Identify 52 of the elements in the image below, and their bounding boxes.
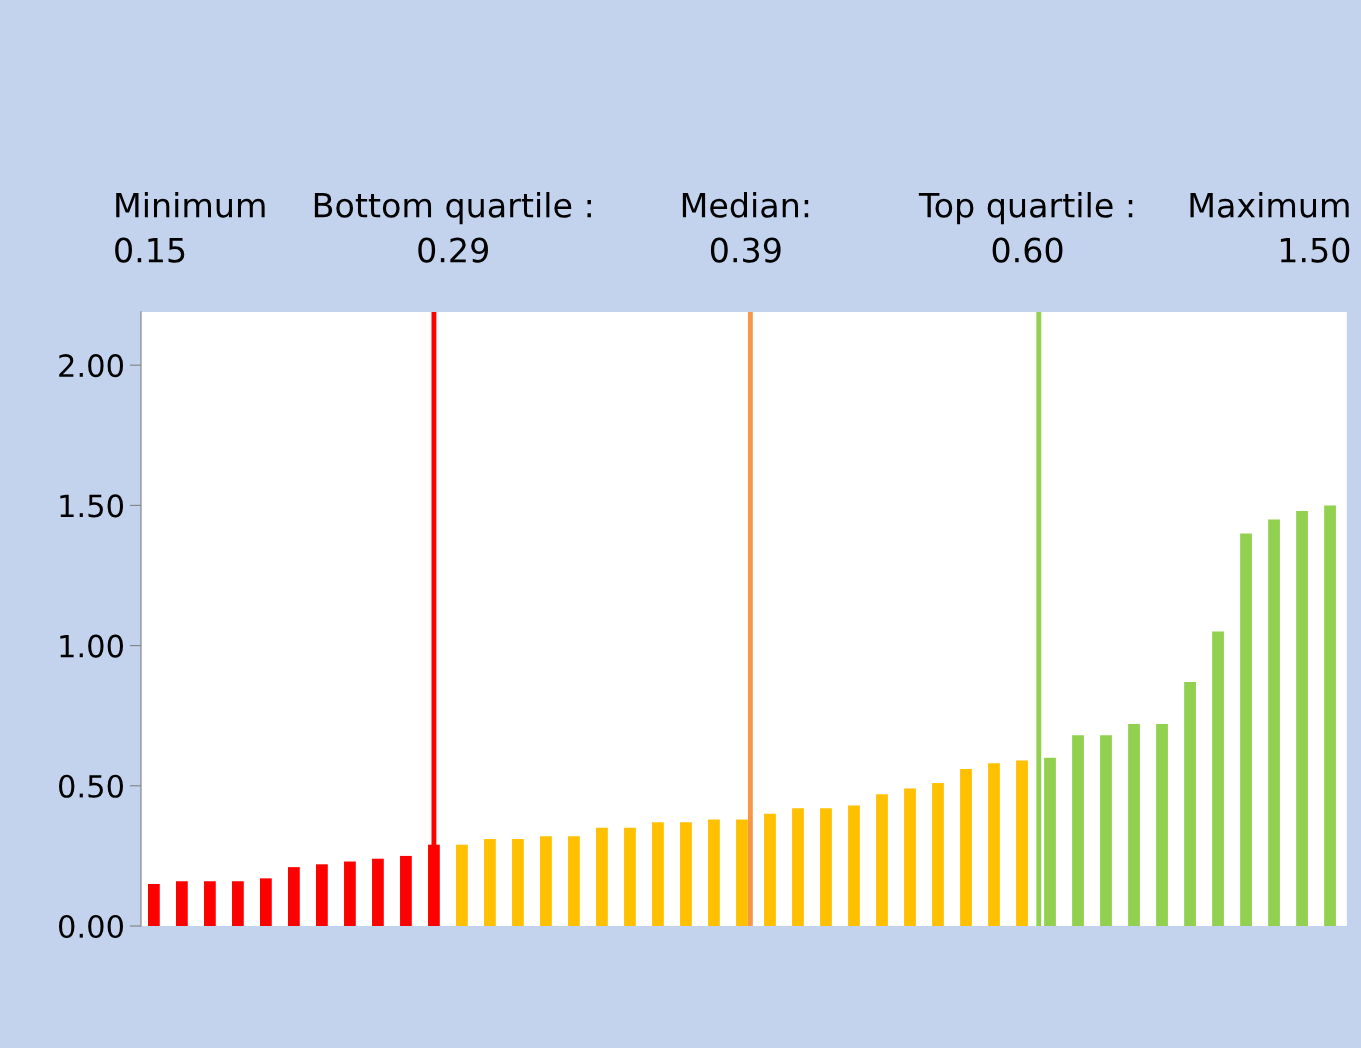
text: Top quartile : 0.60 xyxy=(918,191,1133,263)
y-tick-label: 1.50 xyxy=(60,494,123,518)
y-tick-label: 0.50 xyxy=(59,774,123,798)
bar xyxy=(904,788,916,927)
bar xyxy=(596,827,608,927)
bar xyxy=(1324,505,1336,927)
bar xyxy=(260,878,272,927)
text: Bottom quartile : 0.29 xyxy=(314,191,591,263)
bar xyxy=(1240,533,1252,927)
bar xyxy=(1016,760,1028,927)
bar xyxy=(316,864,328,927)
bar xyxy=(372,858,384,927)
bar xyxy=(1128,724,1140,927)
text: Median: 0.39 xyxy=(682,191,809,263)
bar xyxy=(624,827,636,927)
bar xyxy=(456,844,468,927)
y-tick-label: 0.00 xyxy=(59,914,123,939)
bar xyxy=(540,836,552,927)
bar xyxy=(176,881,188,927)
bar xyxy=(848,805,860,927)
bar xyxy=(1156,724,1168,927)
bar xyxy=(1296,510,1308,927)
bar xyxy=(1268,519,1280,927)
y-tick-label: 2.00 xyxy=(59,354,123,378)
bar xyxy=(148,883,160,927)
y-tick-label: 1.00 xyxy=(60,634,123,658)
text: Minimum 0.15 xyxy=(115,191,265,263)
bar xyxy=(400,855,412,927)
bar xyxy=(876,794,888,927)
bar xyxy=(932,783,944,927)
bar xyxy=(344,861,356,927)
bar xyxy=(792,808,804,927)
bar xyxy=(820,808,832,927)
bar xyxy=(988,763,1000,927)
bar xyxy=(960,768,972,927)
bar xyxy=(680,822,692,927)
text: Maximum 1.50 xyxy=(1190,191,1350,263)
bar xyxy=(1044,757,1056,927)
bar xyxy=(736,819,748,927)
bar xyxy=(1072,735,1084,927)
bar xyxy=(512,839,524,927)
bar xyxy=(1212,631,1224,927)
bar xyxy=(1184,682,1196,927)
bar xyxy=(568,836,580,927)
bar xyxy=(484,839,496,927)
bar xyxy=(232,881,244,927)
bar xyxy=(652,822,664,927)
bar xyxy=(764,813,776,927)
bar xyxy=(204,881,216,927)
bar xyxy=(1100,735,1112,927)
bar xyxy=(708,819,720,927)
bar xyxy=(288,867,300,927)
